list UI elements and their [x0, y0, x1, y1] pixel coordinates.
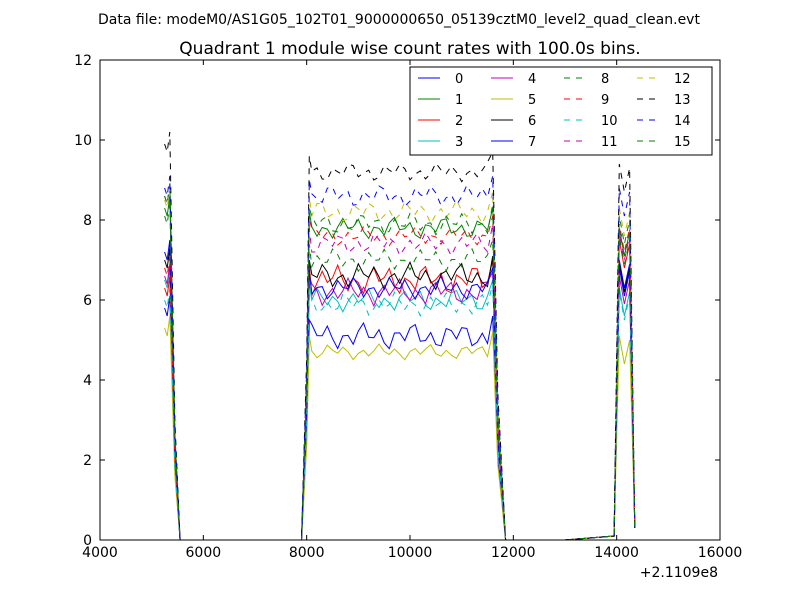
legend-label: 9 [601, 93, 609, 108]
axes: 4000 6000 8000 10000 12000 14000 1600002468101… [74, 53, 742, 561]
legend-label: 13 [674, 93, 691, 108]
series-line-15 [164, 183, 636, 540]
series-line-8 [164, 203, 636, 540]
series-line-9 [164, 215, 636, 540]
series-line-7 [164, 239, 636, 540]
legend-label: 6 [528, 114, 536, 129]
x-tick-label: 12000 [491, 545, 536, 561]
x-tick-label: 16000 [698, 545, 743, 561]
chart-suptitle: Data file: modeM0/AS1G05_102T01_90000006… [98, 12, 700, 28]
legend-label: 2 [455, 114, 463, 129]
series-layer [164, 131, 636, 540]
series-line-2 [164, 239, 636, 540]
y-tick-label: 8 [83, 213, 92, 229]
series-line-11 [164, 183, 636, 540]
x-offset-label: +2.1109e8 [640, 565, 718, 581]
legend-label: 10 [601, 114, 618, 129]
legend-label: 4 [528, 72, 536, 87]
legend-label: 12 [674, 72, 691, 87]
legend-label: 5 [528, 93, 536, 108]
series-line-10 [164, 283, 636, 540]
y-tick-label: 6 [83, 293, 92, 309]
y-tick-label: 12 [74, 53, 92, 69]
x-tick-label: 14000 [594, 545, 639, 561]
x-tick-label: 4000 [82, 545, 118, 561]
series-line-1 [164, 195, 636, 540]
series-line-5 [164, 315, 636, 540]
series-line-0 [164, 259, 636, 540]
legend-label: 8 [601, 72, 609, 87]
legend-box [409, 66, 713, 156]
chart-title: Quadrant 1 module wise count rates with … [179, 39, 640, 59]
x-tick-label: 8000 [289, 545, 325, 561]
y-tick-label: 4 [83, 373, 92, 389]
series-line-13 [164, 131, 636, 540]
legend-label: 11 [601, 135, 618, 150]
legend-label: 1 [455, 93, 463, 108]
series-line-4 [164, 263, 636, 540]
y-tick-label: 2 [83, 453, 92, 469]
series-line-14 [164, 175, 636, 540]
x-tick-label: 10000 [388, 545, 433, 561]
series-line-3 [164, 267, 636, 540]
legend-label: 14 [674, 114, 691, 129]
series-line-12 [164, 187, 636, 540]
legend-label: 15 [674, 135, 691, 150]
legend-label: 0 [455, 72, 463, 87]
y-tick-label: 10 [74, 133, 92, 149]
y-tick-label: 0 [83, 533, 92, 549]
legend-label: 7 [528, 135, 536, 150]
x-tick-label: 6000 [186, 545, 222, 561]
legend-label: 3 [455, 135, 463, 150]
